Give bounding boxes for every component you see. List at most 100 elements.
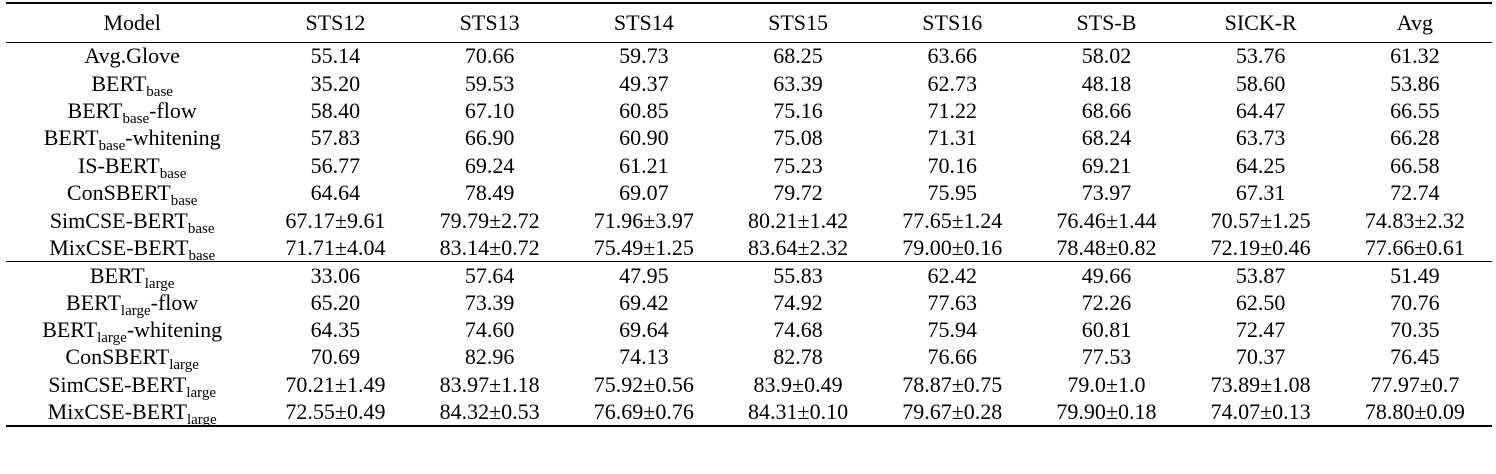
table-header: Model STS12 STS13 STS14 STS15 STS16 STS-…: [6, 3, 1492, 43]
score-cell: 61.32: [1390, 43, 1440, 69]
table-row: BERTbase 35.20 59.53 49.37 63.39 62.73 48.18 58…: [6, 70, 1492, 100]
score-cell: 75.16: [773, 97, 823, 123]
model-name: IS-BERT: [77, 152, 160, 178]
score-cell: 84.32±0.53: [439, 398, 540, 424]
score-cell: 66.90: [464, 125, 515, 151]
score-cell: 48.18: [1081, 70, 1132, 96]
score-cell: 83.9±0.49: [753, 371, 843, 397]
score-cell: 83.14±0.72: [439, 234, 540, 260]
model-name: BERT: [43, 125, 99, 151]
model-name-cell: ConSBERTlarge: [6, 344, 258, 373]
score-cell: 67.17±9.61: [285, 207, 386, 233]
score-cell: 77.97±0.7: [1370, 371, 1460, 397]
model-name-cell: BERTbase: [6, 70, 258, 100]
score-cell: 71.22: [927, 97, 977, 123]
score-cell: 78.80±0.09: [1364, 398, 1465, 424]
score-cell: 75.92±0.56: [593, 371, 694, 397]
table-row: ConSBERTbase 64.64 78.49 69.07 79.72 75.95 73.…: [6, 179, 1492, 208]
table-row: Avg.Glove 55.14 70.66 59.73 68.25 63.66 58.02 5…: [6, 42, 1492, 70]
table-row: BERTlarge-whitening 64.35 74.60 69.64 74.68 7…: [6, 316, 1492, 346]
score-cell: 77.63: [927, 289, 977, 315]
table-row: BERTlarge-flow 65.20 73.39 69.42 74.92 77.63 7…: [6, 289, 1492, 319]
model-name: BERT: [42, 317, 98, 343]
score-cell: 75.23: [773, 152, 823, 178]
score-cell: 57.83: [310, 125, 361, 151]
model-name-cell: BERTlarge-whitening: [6, 316, 258, 346]
score-cell: 63.39: [773, 70, 823, 96]
table-row: MixCSE-BERTbase 71.71±4.04 83.14±0.72 75.49…: [6, 234, 1492, 264]
model-size-subscript: large: [120, 302, 151, 319]
score-cell: 64.64: [310, 180, 361, 206]
score-cell: 72.74: [1390, 180, 1440, 206]
score-cell: 63.66: [927, 43, 977, 69]
table-row: ConSBERTlarge 70.69 82.96 74.13 82.78 76.66 77…: [6, 344, 1492, 373]
model-size-subscript: base: [188, 247, 216, 264]
score-cell: 74.92: [773, 289, 823, 315]
score-cell: 71.71±4.04: [285, 234, 386, 260]
model-variant-suffix: -whitening: [125, 125, 221, 151]
score-cell: 51.49: [1390, 262, 1440, 288]
score-cell: 33.06: [310, 262, 361, 288]
score-cell: 70.35: [1390, 317, 1440, 343]
score-cell: 75.08: [773, 125, 823, 151]
score-cell: 49.66: [1081, 262, 1132, 288]
score-cell: 73.39: [464, 289, 515, 315]
score-cell: 56.77: [310, 152, 361, 178]
score-cell: 62.73: [927, 70, 977, 96]
score-cell: 60.81: [1081, 317, 1132, 343]
score-cell: 75.49±1.25: [593, 234, 694, 260]
model-variant-suffix: -flow: [149, 97, 197, 123]
model-name: BERT: [67, 97, 123, 123]
score-cell: 79.79±2.72: [439, 207, 540, 233]
model-size-subscript: base: [146, 83, 173, 100]
score-cell: 59.53: [464, 70, 515, 96]
score-cell: 64.35: [310, 317, 361, 343]
score-cell: 70.37: [1235, 344, 1286, 370]
model-size-subscript: base: [187, 220, 215, 237]
score-cell: 66.55: [1390, 97, 1440, 123]
score-cell: 71.96±3.97: [593, 207, 694, 233]
score-cell: 79.0±1.0: [1067, 371, 1146, 397]
score-cell: 66.28: [1390, 125, 1440, 151]
header-sts16: STS16: [922, 10, 983, 35]
model-size-subscript: base: [98, 138, 126, 155]
score-cell: 78.48±0.82: [1056, 234, 1157, 260]
model-name-cell: IS-BERTbase: [6, 152, 258, 181]
score-cell: 84.31±0.10: [748, 398, 849, 424]
model-name-cell: Avg.Glove: [6, 43, 258, 70]
score-cell: 79.90±0.18: [1056, 398, 1157, 424]
model-name-cell: BERTbase-whitening: [6, 125, 258, 155]
header-model: Model: [103, 10, 161, 35]
score-cell: 55.83: [773, 262, 823, 288]
score-cell: 79.72: [773, 180, 823, 206]
score-cell: 64.47: [1235, 97, 1286, 123]
score-cell: 73.97: [1081, 180, 1132, 206]
score-cell: 62.50: [1235, 289, 1286, 315]
score-cell: 74.68: [773, 317, 823, 343]
score-cell: 72.26: [1081, 289, 1132, 315]
model-name-cell: MixCSE-BERTlarge: [6, 399, 258, 427]
score-cell: 70.69: [310, 344, 361, 370]
header-sts12: STS12: [305, 10, 366, 35]
score-cell: 74.13: [619, 344, 669, 370]
score-cell: 58.40: [310, 97, 361, 123]
score-cell: 76.46±1.44: [1056, 207, 1157, 233]
model-size-subscript: base: [122, 110, 150, 127]
score-cell: 53.76: [1235, 43, 1286, 69]
header-sts-b: STS-B: [1076, 10, 1137, 35]
model-name: BERT: [91, 70, 147, 96]
table-body: Avg.Glove 55.14 70.66 59.73 68.25 63.66 58.02 5…: [6, 42, 1492, 427]
score-cell: 78.87±0.75: [902, 371, 1003, 397]
header-avg: Avg: [1396, 10, 1433, 35]
score-cell: 62.42: [927, 262, 977, 288]
header-sts14: STS14: [613, 10, 674, 35]
score-cell: 82.96: [464, 344, 515, 370]
score-cell: 82.78: [773, 344, 823, 370]
score-cell: 60.90: [619, 125, 669, 151]
table-row: BERTbase-flow 58.40 67.10 60.85 75.16 71.22 68…: [6, 97, 1492, 127]
score-cell: 69.21: [1081, 152, 1132, 178]
score-cell: 72.19±0.46: [1210, 234, 1311, 260]
model-name: ConSBERT: [65, 344, 170, 370]
score-cell: 53.87: [1235, 262, 1286, 288]
score-cell: 63.73: [1235, 125, 1286, 151]
